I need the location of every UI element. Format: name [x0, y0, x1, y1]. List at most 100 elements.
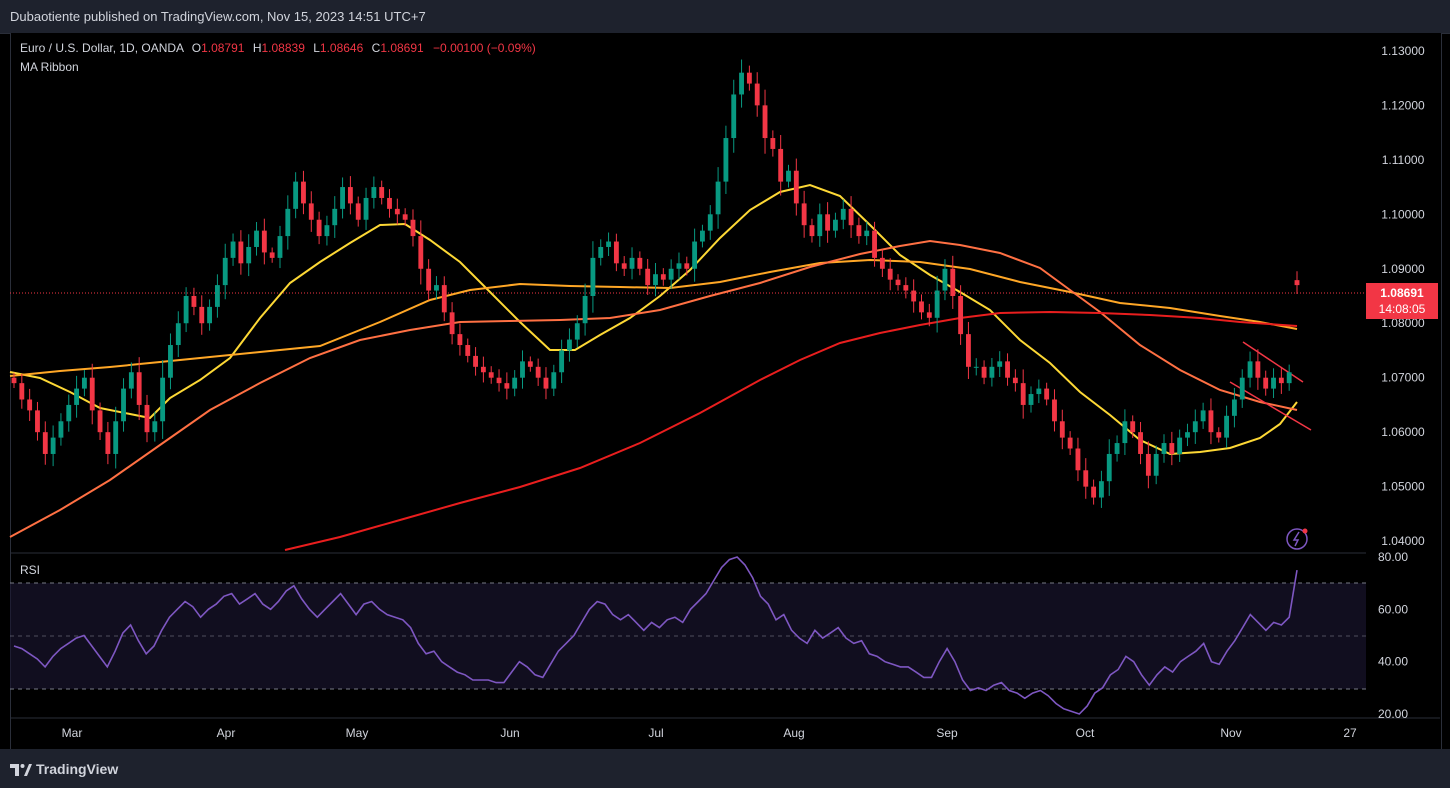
candle — [504, 372, 510, 400]
price-tick: 1.09000 — [1381, 262, 1425, 276]
candle — [950, 255, 956, 309]
candle — [1052, 389, 1057, 432]
candle — [1145, 441, 1151, 489]
candle — [590, 241, 596, 313]
candle — [1020, 369, 1026, 419]
candle — [191, 287, 197, 316]
candle — [1106, 439, 1112, 496]
candle — [27, 388, 33, 421]
candle — [911, 279, 917, 313]
candle — [997, 351, 1003, 378]
candle — [222, 243, 228, 300]
time-tick: Oct — [1076, 726, 1095, 740]
candle — [559, 339, 565, 384]
ma-line-1 — [9, 183, 1298, 456]
candle — [848, 196, 854, 238]
indicator-row[interactable]: MA Ribbon — [20, 58, 536, 77]
candle — [653, 263, 658, 297]
time-tick: Sep — [936, 726, 958, 740]
candle — [1138, 421, 1143, 465]
candle — [1114, 435, 1120, 462]
candle — [520, 350, 525, 389]
tradingview-logo[interactable]: TradingView — [10, 761, 118, 777]
candle — [285, 195, 291, 250]
footer-bar: TradingView — [0, 749, 1450, 788]
ma-line-2 — [9, 258, 1298, 377]
last-price-value: 1.08691 — [1380, 286, 1424, 300]
candle — [89, 363, 95, 425]
candle — [762, 89, 768, 154]
candle — [1161, 434, 1167, 463]
candle — [410, 209, 416, 247]
candle — [1239, 369, 1245, 408]
candle — [942, 259, 948, 301]
candle — [668, 259, 674, 290]
candle — [488, 366, 494, 384]
candle — [645, 258, 651, 295]
candle — [347, 176, 353, 215]
candle — [1192, 409, 1198, 444]
candle — [700, 224, 705, 248]
candle — [42, 421, 48, 465]
candle — [793, 158, 799, 216]
candle — [152, 411, 158, 442]
rsi-tick: 20.00 — [1378, 707, 1408, 721]
candle — [746, 65, 752, 91]
indicator-label[interactable]: MA Ribbon — [20, 60, 79, 74]
price-tick: 1.05000 — [1381, 480, 1425, 494]
candle — [246, 234, 252, 277]
candle — [606, 232, 611, 256]
low-value: 1.08646 — [319, 41, 364, 55]
candle — [1028, 386, 1034, 413]
candle — [301, 170, 306, 215]
candle — [1247, 351, 1253, 388]
candle — [214, 274, 220, 318]
candle — [371, 176, 377, 209]
ma-line-3 — [9, 239, 1298, 538]
candle — [660, 268, 666, 286]
candle — [1059, 409, 1065, 450]
candle — [731, 79, 737, 153]
candle — [1036, 379, 1042, 404]
candle — [496, 369, 502, 392]
price-tick: 1.04000 — [1381, 534, 1425, 548]
candle — [856, 217, 862, 244]
candle — [426, 259, 432, 301]
candle — [786, 164, 791, 188]
price-tick: 1.07000 — [1381, 371, 1425, 385]
high-label: H — [252, 41, 262, 55]
price-axis: 1.13000 1.12000 1.11000 1.10000 1.09000 1.080… — [1381, 44, 1425, 548]
candle — [1122, 409, 1128, 456]
price-tick: 1.08000 — [1381, 316, 1425, 330]
candle — [1200, 402, 1206, 429]
candle — [1216, 427, 1222, 443]
alert-icon[interactable] — [1286, 528, 1308, 550]
rsi-label[interactable]: RSI — [20, 563, 41, 577]
candle — [128, 362, 134, 399]
candle — [308, 191, 314, 232]
candle — [1231, 387, 1237, 428]
trendline-upper[interactable] — [1242, 341, 1304, 383]
candle — [1255, 349, 1261, 390]
candle — [58, 413, 64, 446]
open-label: O — [191, 41, 202, 55]
candle — [35, 401, 40, 441]
candle — [402, 208, 408, 226]
candle — [629, 247, 635, 280]
ohlc-row: Euro / U.S. Dollar, 1D, OANDA O1.08791 H… — [20, 39, 536, 58]
candle — [864, 221, 870, 246]
candle — [175, 311, 181, 357]
candle — [778, 135, 784, 196]
symbol-label[interactable]: Euro / U.S. Dollar, 1D, OANDA — [20, 41, 184, 55]
time-tick: Jul — [648, 726, 663, 740]
candle — [551, 364, 557, 397]
rsi-tick: 60.00 — [1378, 602, 1408, 616]
candle — [207, 299, 213, 331]
candle — [1263, 370, 1269, 396]
candle — [1169, 431, 1175, 466]
candle — [692, 228, 698, 282]
candle — [527, 356, 533, 372]
candle — [457, 323, 463, 356]
candle — [543, 367, 549, 400]
